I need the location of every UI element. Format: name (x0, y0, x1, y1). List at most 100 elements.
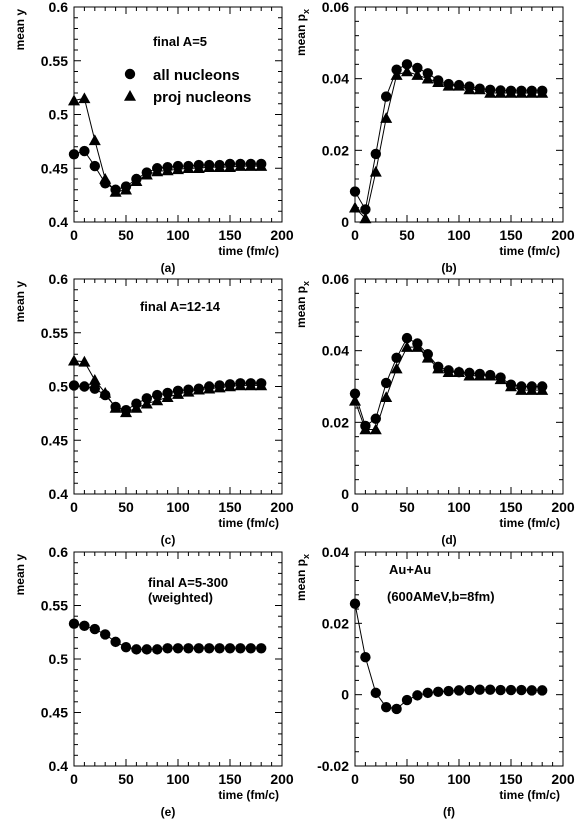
x-tick-label: 0 (70, 227, 78, 243)
data-point-circle (131, 173, 142, 185)
data-point-circle (505, 684, 517, 696)
chart-panel-d: 0 50 100 150 200 0 0.02 0.04 0.06 time (fm/c) mean… (294, 271, 575, 547)
data-point-circle (214, 159, 225, 171)
data-point-circle (224, 158, 236, 170)
data-point-circle (474, 684, 485, 695)
data-point-circle (89, 160, 101, 172)
data-point-circle (235, 158, 246, 170)
y-tick-label: 0.06 (322, 271, 349, 287)
x-tick-label: 200 (551, 227, 575, 243)
data-point-circle (141, 167, 152, 178)
data-point-circle (68, 618, 80, 629)
data-point-circle (100, 629, 111, 640)
series-triangle (68, 92, 268, 197)
data-point-circle (100, 389, 111, 401)
x-tick-label: 150 (218, 227, 242, 243)
y-tick-label: 0.04 (322, 544, 349, 560)
y-tick-label: 0.5 (49, 379, 69, 395)
data-point-circle (516, 381, 527, 392)
data-point-triangle (68, 354, 80, 366)
x-tick-label: 0 (351, 227, 359, 243)
x-tick-label: 50 (118, 227, 134, 243)
panel-label: (a) (161, 261, 176, 275)
data-point-circle (79, 381, 90, 392)
data-point-circle (381, 701, 392, 713)
x-tick-label: 150 (499, 771, 523, 787)
annotation: final A=12-14 (140, 299, 221, 314)
data-point-circle (152, 389, 163, 401)
x-axis-title: time (fm/c) (218, 516, 279, 530)
data-point-circle (381, 91, 392, 102)
y-tick-label: 0.6 (49, 544, 69, 560)
x-tick-label: 50 (399, 499, 415, 515)
data-point-triangle (349, 201, 361, 213)
data-point-triangle (369, 165, 382, 177)
y-tick-label: 0 (341, 214, 349, 230)
x-tick-label: 0 (351, 771, 359, 787)
legend: all nucleons proj nucleons (124, 67, 251, 106)
data-point-circle (391, 64, 402, 75)
series-circle (68, 145, 267, 195)
data-point-circle (370, 148, 381, 160)
data-point-circle (349, 598, 361, 609)
x-axis-title: time (fm/c) (499, 788, 560, 802)
data-point-circle (245, 158, 256, 170)
data-point-circle (183, 643, 194, 654)
data-point-circle (370, 413, 381, 424)
panel-label: (f) (443, 805, 455, 819)
panel-label: (b) (441, 261, 456, 275)
x-tick-label: 100 (166, 227, 190, 243)
data-point-circle (401, 694, 413, 706)
series-circle (68, 378, 267, 416)
data-point-circle (162, 643, 173, 654)
y-tick-label: 0.5 (49, 107, 69, 123)
data-point-circle (79, 145, 90, 157)
data-point-triangle (68, 94, 80, 106)
x-tick-label: 100 (447, 499, 471, 515)
data-point-circle (443, 685, 454, 697)
data-point-circle (141, 644, 152, 655)
data-point-circle (89, 623, 101, 635)
data-point-circle (235, 643, 246, 654)
data-point-circle (516, 85, 527, 97)
data-point-circle (152, 644, 163, 655)
y-axis-title: mean px (294, 554, 311, 601)
panel-label: (c) (161, 533, 176, 547)
x-tick-label: 50 (399, 771, 415, 787)
data-point-circle (183, 160, 194, 172)
data-point-circle (120, 642, 132, 653)
x-tick-label: 0 (70, 499, 78, 515)
y-tick-label: 0.55 (41, 53, 68, 69)
x-tick-label: 100 (166, 499, 190, 515)
data-point-circle (485, 84, 496, 95)
annotation: (600AMeV,b=8fm) (387, 589, 495, 604)
data-point-circle (360, 204, 371, 215)
y-tick-label: -0.02 (317, 758, 349, 774)
data-point-circle (422, 68, 433, 79)
data-point-circle (391, 352, 402, 364)
data-point-circle (100, 178, 111, 189)
data-point-circle (131, 644, 142, 655)
data-point-circle (360, 652, 371, 663)
data-point-circle (193, 643, 204, 654)
data-point-circle (110, 636, 121, 648)
y-tick-label: 0.4 (49, 486, 69, 502)
data-point-circle (172, 643, 184, 654)
y-axis-title: mean y (13, 9, 27, 51)
panel-label: (d) (441, 533, 456, 547)
data-point-circle (422, 349, 433, 360)
data-point-circle (110, 401, 121, 413)
y-axis-title: mean y (13, 554, 27, 596)
y-tick-label: 0.45 (41, 432, 68, 448)
y-tick-label: 0.06 (322, 0, 349, 15)
data-point-circle (495, 85, 506, 96)
data-point-circle (505, 379, 517, 390)
data-point-circle (193, 159, 204, 171)
panel-label: (e) (161, 805, 176, 819)
data-point-circle (68, 380, 80, 391)
data-point-circle (360, 420, 371, 432)
annotation: final A=5-300 (148, 575, 228, 590)
y-tick-label: 0.02 (322, 142, 349, 158)
